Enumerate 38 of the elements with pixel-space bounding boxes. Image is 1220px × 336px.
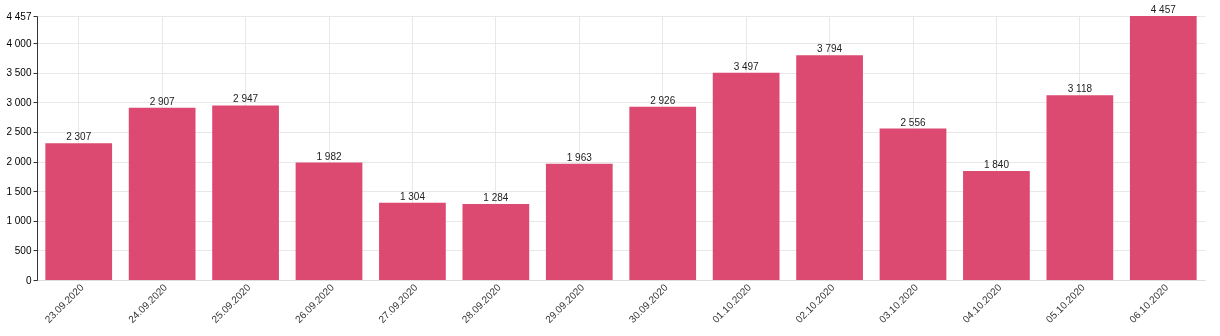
y-tick-label: 2 000	[6, 156, 32, 168]
bar	[1129, 16, 1197, 280]
y-tick-label: 1 000	[6, 215, 32, 227]
y-tick-label: 1 500	[6, 185, 32, 197]
bar	[128, 107, 196, 280]
bar	[1046, 95, 1114, 280]
data-label: 3 794	[817, 43, 843, 55]
y-tick-label: 4 000	[6, 37, 32, 49]
data-label: 1 284	[483, 191, 509, 203]
bar	[462, 203, 530, 280]
data-label: 3 118	[1067, 83, 1093, 95]
bar	[212, 105, 279, 280]
data-label: 4 457	[1150, 4, 1177, 15]
data-label: 2 947	[233, 93, 259, 105]
data-label: 2 556	[900, 116, 926, 128]
bar	[545, 163, 613, 280]
y-tick-label: 2 500	[6, 126, 32, 138]
bar	[879, 128, 947, 280]
y-tick-label: 500	[14, 244, 32, 256]
data-label: 2 926	[650, 94, 676, 106]
data-label: 1 963	[566, 151, 593, 163]
data-label: 1 982	[316, 150, 342, 162]
bar	[45, 143, 113, 280]
y-tick-label: 4 457	[6, 10, 32, 22]
bar	[629, 106, 697, 280]
bar	[796, 55, 863, 280]
data-label: 3 497	[733, 60, 760, 72]
y-tick-label: 3 000	[6, 96, 32, 108]
bar	[712, 72, 780, 280]
bar	[963, 171, 1030, 280]
bar	[295, 162, 363, 280]
y-tick-label: 3 500	[6, 67, 32, 79]
y-tick-label: 0	[25, 274, 32, 286]
data-label: 2 307	[66, 131, 92, 143]
data-label: 1 840	[983, 159, 1010, 171]
data-label: 1 304	[399, 190, 426, 202]
bar	[379, 202, 446, 280]
data-label: 2 907	[149, 95, 176, 107]
